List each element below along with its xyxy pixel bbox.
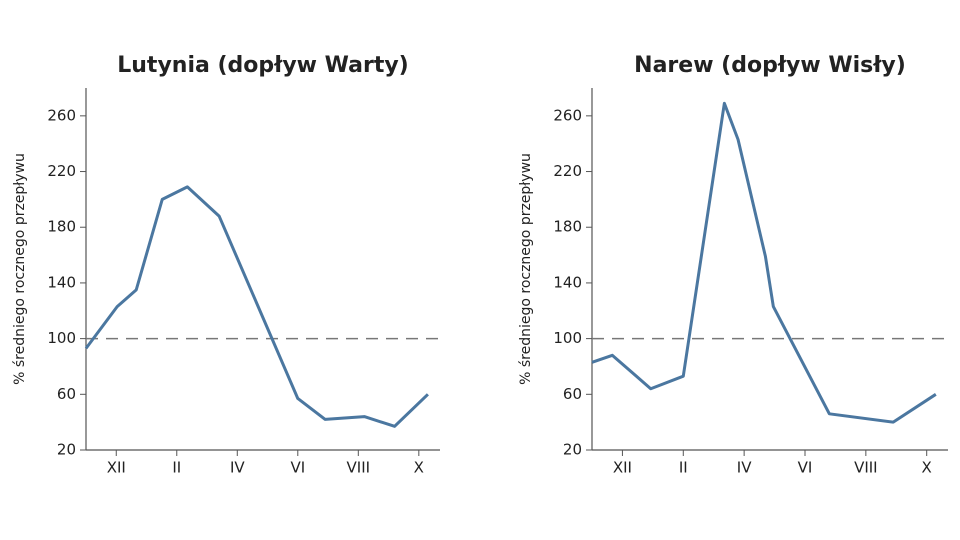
y-axis-label: % średniego rocznego przepływu bbox=[12, 153, 28, 385]
chart-title: Lutynia (dopływ Warty) bbox=[117, 53, 409, 78]
y-tick-label: 20 bbox=[57, 441, 76, 459]
y-tick-label: 20 bbox=[563, 441, 582, 459]
x-tick-label: VIII bbox=[347, 459, 371, 477]
y-tick-label: 260 bbox=[553, 106, 582, 124]
x-tick-label: XII bbox=[613, 459, 632, 477]
data-line bbox=[591, 101, 937, 424]
x-tick-label: XII bbox=[107, 459, 126, 477]
y-tick-label: 180 bbox=[553, 218, 582, 236]
x-tick-label: VIII bbox=[854, 459, 878, 477]
x-tick-label: X bbox=[414, 459, 424, 477]
y-tick-label: 60 bbox=[563, 385, 582, 403]
x-tick-label: IV bbox=[230, 459, 245, 477]
x-tick-label: II bbox=[679, 459, 688, 477]
x-tick-label: II bbox=[172, 459, 181, 477]
y-axis-label: % średniego rocznego przepływu bbox=[518, 153, 534, 385]
y-tick-label: 140 bbox=[47, 273, 76, 291]
y-tick-label: 180 bbox=[47, 218, 76, 236]
y-tick-label: 140 bbox=[553, 273, 582, 291]
x-tick-label: VI bbox=[798, 459, 813, 477]
x-tick-label: X bbox=[922, 459, 932, 477]
x-tick-label: VI bbox=[290, 459, 305, 477]
y-tick-label: 260 bbox=[47, 106, 76, 124]
y-tick-label: 220 bbox=[47, 162, 76, 180]
x-tick-label: IV bbox=[737, 459, 752, 477]
data-line bbox=[84, 185, 429, 428]
y-tick-label: 100 bbox=[553, 329, 582, 347]
y-tick-label: 220 bbox=[553, 162, 582, 180]
chart-title: Narew (dopływ Wisły) bbox=[634, 53, 906, 78]
y-tick-label: 100 bbox=[47, 329, 76, 347]
y-tick-label: 60 bbox=[57, 385, 76, 403]
